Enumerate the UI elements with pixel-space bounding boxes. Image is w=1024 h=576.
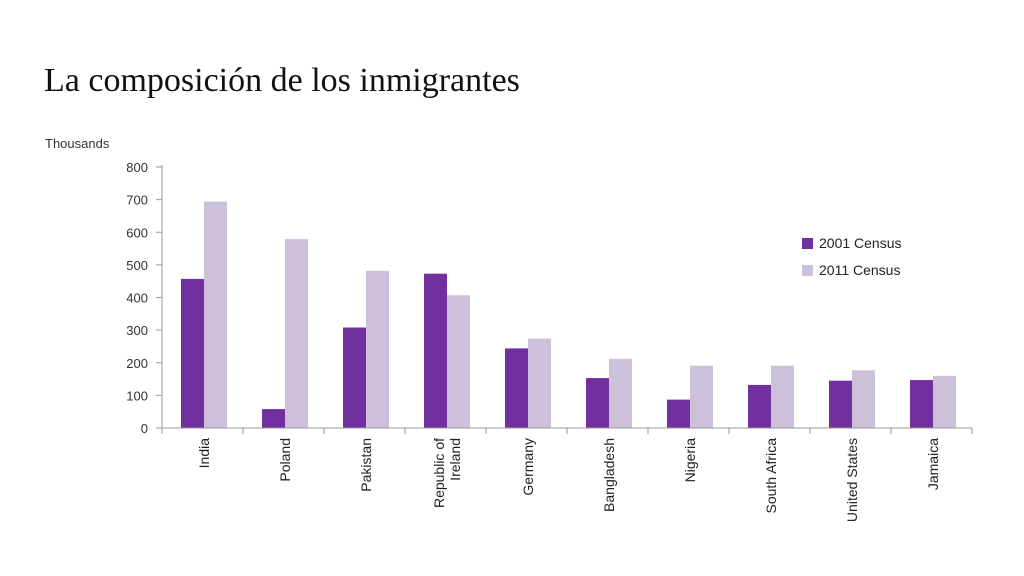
category-label: Poland bbox=[277, 438, 293, 482]
bar-2011 bbox=[933, 375, 956, 428]
bar-2011 bbox=[204, 201, 227, 428]
legend-label: 2001 Census bbox=[819, 235, 902, 251]
category-label: India bbox=[196, 438, 212, 469]
category-label: United States bbox=[844, 438, 860, 522]
bar-2011 bbox=[366, 270, 389, 428]
bar-2011 bbox=[852, 370, 875, 428]
y-tick-label: 100 bbox=[126, 388, 148, 403]
y-tick-label: 300 bbox=[126, 323, 148, 338]
slide-title: La composición de los inmigrantes bbox=[44, 62, 520, 99]
legend-swatch bbox=[802, 238, 813, 249]
y-axis: 0 100 200 300 400 500 600 700 800 bbox=[126, 160, 163, 436]
category-label: Jamaica bbox=[925, 438, 941, 490]
y-tick-label: 200 bbox=[126, 356, 148, 371]
bars bbox=[181, 201, 956, 428]
legend-label: 2011 Census bbox=[819, 262, 900, 278]
y-tick-label: 0 bbox=[141, 421, 148, 436]
category-label: Republic of bbox=[431, 438, 447, 508]
category-label: Bangladesh bbox=[601, 438, 617, 512]
y-tick-label: 500 bbox=[126, 258, 148, 273]
bar-2001 bbox=[667, 399, 690, 428]
bar-2001 bbox=[181, 278, 204, 428]
y-axis-unit-label: Thousands bbox=[45, 136, 110, 151]
category-label: Nigeria bbox=[682, 438, 698, 483]
bar-2011 bbox=[528, 338, 551, 428]
category-label: Ireland bbox=[447, 438, 463, 481]
y-tick-label: 800 bbox=[126, 160, 148, 175]
category-label: South Africa bbox=[763, 438, 779, 514]
y-tick-label: 600 bbox=[126, 225, 148, 240]
bar-2011 bbox=[609, 358, 632, 428]
category-label: Pakistan bbox=[358, 438, 374, 492]
bar-2001 bbox=[343, 327, 366, 428]
y-tick-label: 400 bbox=[126, 291, 148, 306]
bar-2001 bbox=[910, 380, 933, 428]
legend-swatch bbox=[802, 265, 813, 276]
bar-2011 bbox=[285, 239, 308, 428]
bar-2001 bbox=[586, 378, 609, 428]
bar-2001 bbox=[424, 273, 447, 428]
bar-2001 bbox=[748, 384, 771, 428]
bar-2011 bbox=[690, 365, 713, 428]
bar-2011 bbox=[447, 295, 470, 428]
bar-2001 bbox=[262, 409, 285, 428]
bar-2011 bbox=[771, 365, 794, 428]
legend: 2001 Census 2011 Census bbox=[802, 235, 902, 278]
y-tick-label: 700 bbox=[126, 193, 148, 208]
x-axis: India Poland Pakistan Republic of Ireland Ger… bbox=[161, 427, 973, 522]
bar-2001 bbox=[829, 380, 852, 428]
bar-2001 bbox=[505, 348, 528, 428]
category-label: Germany bbox=[520, 438, 536, 496]
